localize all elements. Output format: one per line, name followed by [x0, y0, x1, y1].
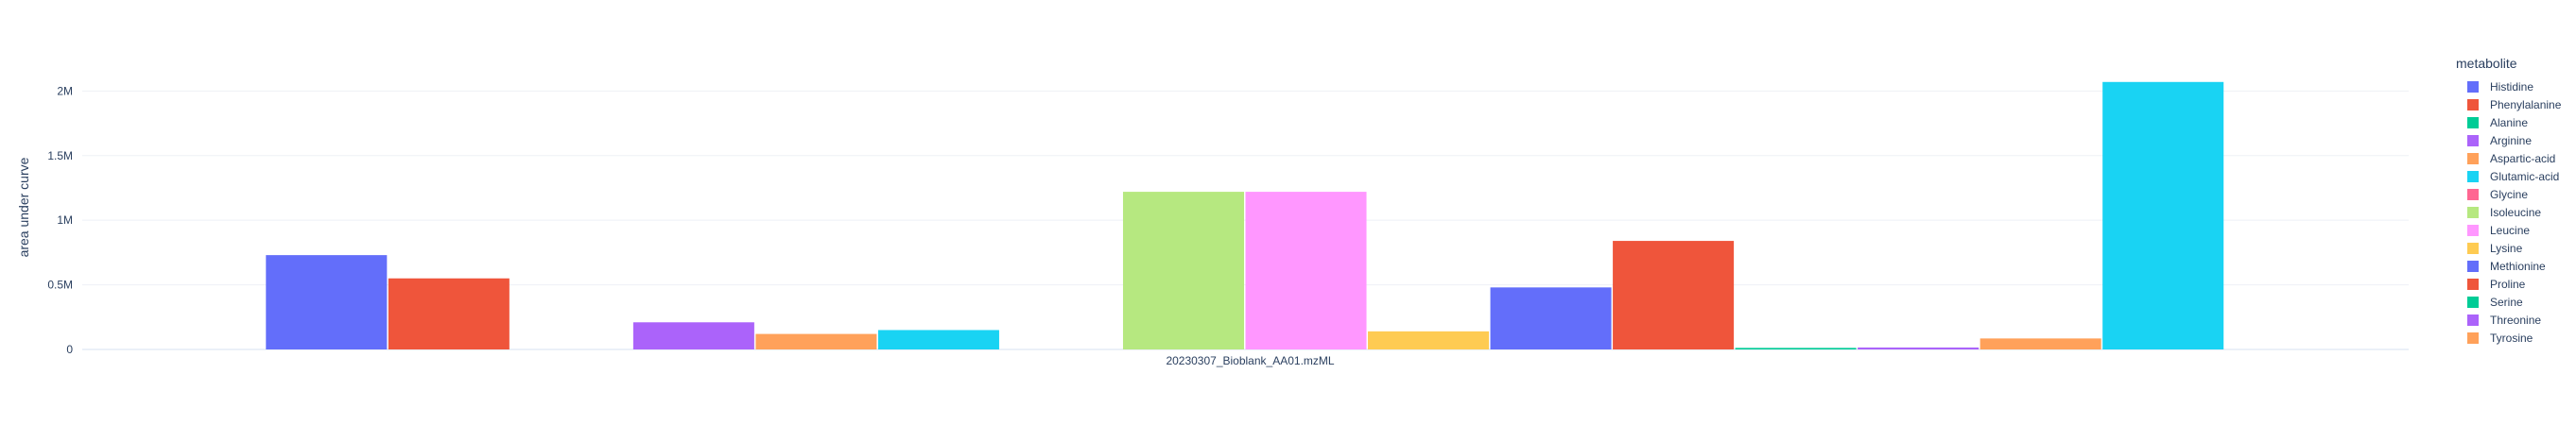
- legend-swatch: [2467, 207, 2479, 218]
- legend-item[interactable]: Alanine: [2467, 116, 2528, 129]
- bar-isoleucine[interactable]: [1122, 192, 1244, 349]
- legend-swatch: [2467, 153, 2479, 164]
- legend-item[interactable]: Lysine: [2467, 242, 2523, 255]
- legend-label: Alanine: [2490, 116, 2528, 129]
- legend-swatch: [2467, 171, 2479, 182]
- bar-aspartic-acid[interactable]: [1980, 338, 2101, 349]
- legend-label: Methionine: [2490, 260, 2546, 273]
- legend-label: Histidine: [2490, 80, 2533, 94]
- y-tick-label: 1.5M: [47, 149, 73, 162]
- legend-item[interactable]: Leucine: [2467, 224, 2530, 237]
- legend-label: Proline: [2490, 278, 2526, 291]
- bar-glutamic-acid[interactable]: [2102, 81, 2224, 349]
- legend: metabolite Histidine Phenylalanine Alanine A…: [2456, 56, 2562, 345]
- legend-item[interactable]: Arginine: [2467, 134, 2532, 147]
- bar-phenylalanine[interactable]: [388, 278, 510, 349]
- legend-swatch: [2467, 332, 2479, 344]
- legend-label: Phenylalanine: [2490, 98, 2562, 111]
- legend-item[interactable]: Threonine: [2467, 314, 2541, 327]
- legend-item[interactable]: Methionine: [2467, 260, 2546, 273]
- bar-methionine[interactable]: [1490, 287, 1612, 349]
- legend-item[interactable]: Glycine: [2467, 188, 2528, 201]
- y-tick-label: 0.5M: [47, 279, 73, 292]
- legend-item[interactable]: Histidine: [2467, 80, 2533, 94]
- legend-swatch: [2467, 279, 2479, 290]
- legend-label: Threonine: [2490, 314, 2541, 327]
- legend-label: Arginine: [2490, 134, 2532, 147]
- legend-label: Lysine: [2490, 242, 2523, 255]
- legend-swatch: [2467, 117, 2479, 128]
- legend-label: Glutamic-acid: [2490, 170, 2559, 183]
- bar-arginine[interactable]: [632, 322, 754, 349]
- legend-title: metabolite: [2456, 56, 2517, 71]
- y-tick-label: 2M: [57, 84, 73, 97]
- legend-swatch: [2467, 99, 2479, 110]
- bar-aspartic-acid[interactable]: [755, 333, 877, 349]
- legend-swatch: [2467, 243, 2479, 254]
- legend-swatch: [2467, 81, 2479, 93]
- bar-lysine[interactable]: [1368, 331, 1490, 349]
- legend-label: Glycine: [2490, 188, 2528, 201]
- legend-item[interactable]: Serine: [2467, 296, 2523, 309]
- y-axis-title: area under curve: [16, 157, 31, 257]
- bar-proline[interactable]: [1613, 241, 1735, 349]
- bar-glutamic-acid[interactable]: [877, 330, 999, 349]
- legend-swatch: [2467, 297, 2479, 308]
- legend-item[interactable]: Tyrosine: [2467, 332, 2533, 345]
- legend-label: Serine: [2490, 296, 2523, 309]
- x-tick-label: 20230307_Bioblank_AA01.mzML: [1166, 354, 1334, 367]
- legend-item[interactable]: Isoleucine: [2467, 206, 2541, 219]
- bar-leucine[interactable]: [1245, 192, 1367, 349]
- legend-item[interactable]: Aspartic-acid: [2467, 152, 2555, 165]
- axes: 0 0.5M 1M 1.5M 2M area under curve 20230307_Bi…: [16, 84, 1335, 367]
- bar-threonine[interactable]: [1858, 347, 1980, 349]
- bars: [266, 81, 2224, 349]
- legend-swatch: [2467, 314, 2479, 326]
- legend-swatch: [2467, 135, 2479, 146]
- legend-label: Aspartic-acid: [2490, 152, 2555, 165]
- bar-histidine[interactable]: [266, 255, 388, 349]
- legend-item[interactable]: Phenylalanine: [2467, 98, 2562, 111]
- legend-label: Leucine: [2490, 224, 2530, 237]
- y-tick-label: 0: [66, 343, 73, 356]
- legend-swatch: [2467, 225, 2479, 236]
- legend-swatch: [2467, 189, 2479, 200]
- y-tick-label: 1M: [57, 213, 73, 227]
- bar-serine[interactable]: [1735, 348, 1857, 349]
- legend-item[interactable]: Proline: [2467, 278, 2526, 291]
- legend-label: Isoleucine: [2490, 206, 2541, 219]
- legend-label: Tyrosine: [2490, 332, 2533, 345]
- legend-swatch: [2467, 261, 2479, 272]
- legend-item[interactable]: Glutamic-acid: [2467, 170, 2559, 183]
